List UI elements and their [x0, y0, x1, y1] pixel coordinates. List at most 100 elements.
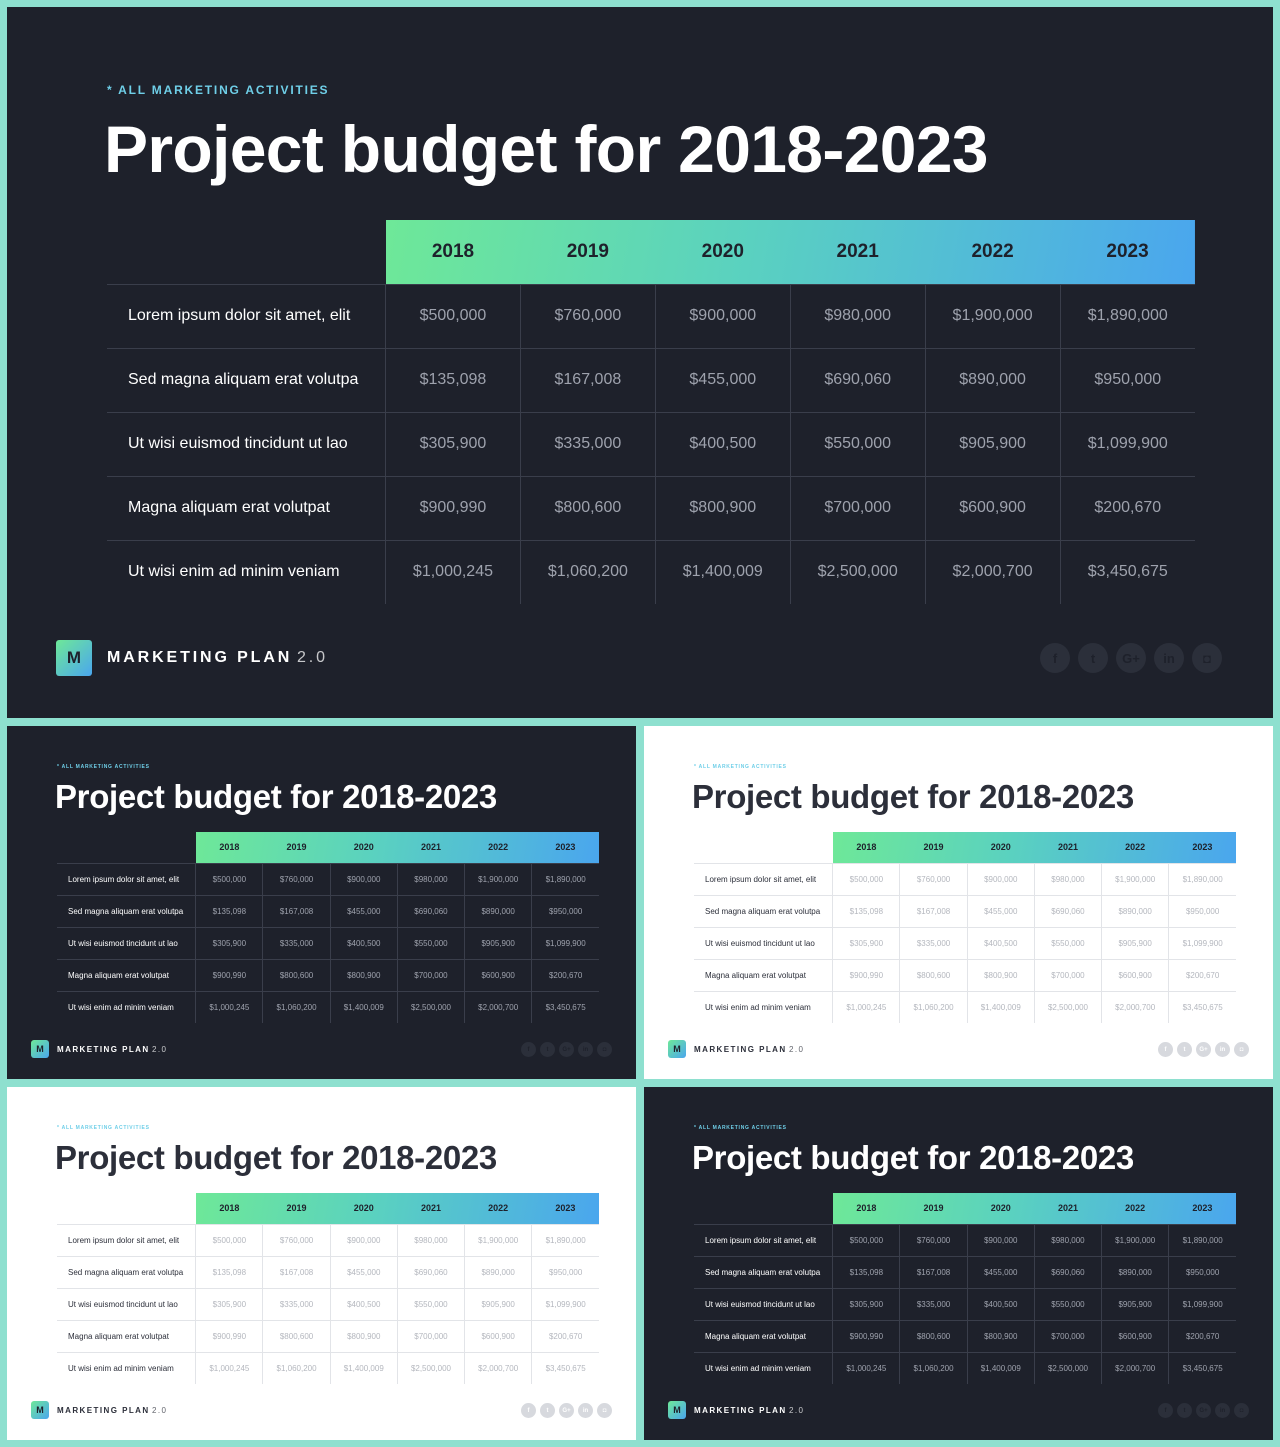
budget-value-2020: $800,900: [329, 1319, 398, 1352]
table-body: Lorem ipsum dolor sit amet, elit $500,000…: [57, 862, 599, 1023]
table-row: Lorem ipsum dolor sit amet, elit $500,000…: [57, 862, 599, 895]
budget-value-2019: $1,060,200: [262, 990, 331, 1023]
year-header-2020: 2020: [655, 220, 791, 284]
instagram-icon[interactable]: ◘: [1234, 1403, 1249, 1418]
footer-brand: M MARKETING PLAN 2.0: [31, 1040, 167, 1058]
linkedin-icon[interactable]: in: [578, 1403, 593, 1418]
linkedin-icon[interactable]: in: [578, 1042, 593, 1057]
table-row: Magna aliquam erat volutpat $900,990 $800,…: [107, 475, 1195, 540]
social-links: f t G+ in ◘: [521, 1403, 616, 1418]
budget-value-2021: $2,500,000: [1033, 990, 1102, 1023]
twitter-icon[interactable]: t: [540, 1042, 555, 1057]
slide-title: Project budget for 2018-2023: [55, 778, 497, 815]
budget-value-2022: $905,900: [924, 411, 1061, 476]
slide-title: Project budget for 2018-2023: [692, 778, 1134, 815]
budget-value-2018: $500,000: [832, 1223, 900, 1256]
instagram-icon[interactable]: ◘: [1192, 643, 1222, 673]
row-label: Ut wisi enim ad minim veniam: [57, 990, 196, 1023]
budget-value-2023: $950,000: [531, 1255, 599, 1288]
budget-value-2023: $950,000: [1059, 347, 1195, 412]
budget-value-2019: $760,000: [899, 1223, 968, 1256]
slide-thumb-light-2[interactable]: * ALL MARKETING ACTIVITIES Project budge…: [7, 1087, 636, 1440]
brand-version: 2.0: [789, 1405, 805, 1415]
budget-value-2019: $167,008: [519, 347, 656, 412]
budget-value-2020: $900,000: [329, 862, 398, 895]
logo-icon: M: [668, 1040, 686, 1058]
slide-thumb-dark-2[interactable]: * ALL MARKETING ACTIVITIES Project budge…: [644, 1087, 1273, 1440]
budget-value-2023: $3,450,675: [1059, 539, 1195, 604]
brand-name: MARKETING PLAN 2.0: [107, 649, 328, 667]
twitter-icon[interactable]: t: [1078, 643, 1108, 673]
facebook-icon[interactable]: f: [521, 1042, 536, 1057]
google-plus-icon[interactable]: G+: [1196, 1403, 1211, 1418]
facebook-icon[interactable]: f: [521, 1403, 536, 1418]
linkedin-icon[interactable]: in: [1154, 643, 1184, 673]
row-label: Lorem ipsum dolor sit amet, elit: [694, 862, 833, 895]
budget-value-2021: $550,000: [396, 1287, 465, 1320]
budget-value-2023: $200,670: [1168, 958, 1236, 991]
year-header-2018: 2018: [195, 1193, 263, 1224]
brand-version: 2.0: [297, 649, 328, 666]
table-row: Ut wisi enim ad minim veniam $1,000,245 $1…: [57, 1351, 599, 1384]
instagram-icon[interactable]: ◘: [597, 1042, 612, 1057]
instagram-icon[interactable]: ◘: [597, 1403, 612, 1418]
budget-value-2021: $690,060: [789, 347, 926, 412]
year-header-2021: 2021: [397, 832, 465, 863]
instagram-icon[interactable]: ◘: [1234, 1042, 1249, 1057]
budget-value-2020: $1,400,009: [966, 990, 1035, 1023]
row-label: Magna aliquam erat volutpat: [57, 1319, 196, 1352]
facebook-icon[interactable]: f: [1158, 1042, 1173, 1057]
table-row: Sed magna aliquam erat volutpa $135,098 $1…: [57, 894, 599, 927]
budget-value-2018: $305,900: [832, 926, 900, 959]
brand-name: MARKETING PLAN 2.0: [57, 1406, 167, 1415]
budget-value-2018: $500,000: [195, 1223, 263, 1256]
table-row: Ut wisi enim ad minim veniam $1,000,245 $1…: [107, 539, 1195, 604]
google-plus-icon[interactable]: G+: [559, 1403, 574, 1418]
budget-value-2020: $455,000: [654, 347, 791, 412]
google-plus-icon[interactable]: G+: [1196, 1042, 1211, 1057]
google-plus-icon[interactable]: G+: [559, 1042, 574, 1057]
budget-value-2023: $200,670: [531, 958, 599, 991]
twitter-icon[interactable]: t: [1177, 1042, 1192, 1057]
budget-value-2022: $1,900,000: [464, 1223, 532, 1256]
linkedin-icon[interactable]: in: [1215, 1042, 1230, 1057]
budget-value-2021: $550,000: [1033, 926, 1102, 959]
budget-value-2020: $800,900: [654, 475, 791, 540]
budget-value-2018: $135,098: [195, 894, 263, 927]
twitter-icon[interactable]: t: [540, 1403, 555, 1418]
row-label: Ut wisi enim ad minim veniam: [57, 1351, 196, 1384]
twitter-icon[interactable]: t: [1177, 1403, 1192, 1418]
budget-value-2023: $1,099,900: [1168, 926, 1236, 959]
budget-value-2021: $700,000: [396, 1319, 465, 1352]
table-corner-cell: [694, 832, 833, 863]
year-header-2023: 2023: [531, 1193, 599, 1224]
slide-subtitle: * ALL MARKETING ACTIVITIES: [694, 1125, 787, 1131]
slide-thumb-light-1[interactable]: * ALL MARKETING ACTIVITIES Project budge…: [644, 726, 1273, 1079]
row-label: Lorem ipsum dolor sit amet, elit: [57, 862, 196, 895]
budget-value-2019: $167,008: [262, 894, 331, 927]
row-label: Magna aliquam erat volutpat: [694, 1319, 833, 1352]
budget-value-2019: $335,000: [519, 411, 656, 476]
budget-value-2018: $500,000: [385, 283, 521, 348]
budget-value-2021: $980,000: [1033, 862, 1102, 895]
slide-thumb-dark-1[interactable]: * ALL MARKETING ACTIVITIES Project budge…: [7, 726, 636, 1079]
budget-value-2023: $950,000: [1168, 894, 1236, 927]
footer-brand: M MARKETING PLAN 2.0: [31, 1401, 167, 1419]
budget-value-2020: $900,000: [329, 1223, 398, 1256]
year-header-2023: 2023: [1168, 1193, 1236, 1224]
table-corner-cell: [57, 832, 196, 863]
logo-icon: M: [668, 1401, 686, 1419]
budget-value-2023: $200,670: [1168, 1319, 1236, 1352]
google-plus-icon[interactable]: G+: [1116, 643, 1146, 673]
budget-value-2021: $690,060: [1033, 894, 1102, 927]
facebook-icon[interactable]: f: [1040, 643, 1070, 673]
budget-value-2020: $400,500: [329, 926, 398, 959]
budget-table: 2018 2019 2020 2021 2022 2023 Lorem ipsum dol…: [57, 1193, 599, 1384]
facebook-icon[interactable]: f: [1158, 1403, 1173, 1418]
year-header-2018: 2018: [832, 832, 900, 863]
budget-value-2019: $335,000: [262, 1287, 331, 1320]
footer-brand: M MARKETING PLAN 2.0: [668, 1401, 804, 1419]
table-row: Ut wisi euismod tincidunt ut lao $305,900…: [57, 1287, 599, 1320]
linkedin-icon[interactable]: in: [1215, 1403, 1230, 1418]
budget-value-2022: $905,900: [464, 926, 532, 959]
